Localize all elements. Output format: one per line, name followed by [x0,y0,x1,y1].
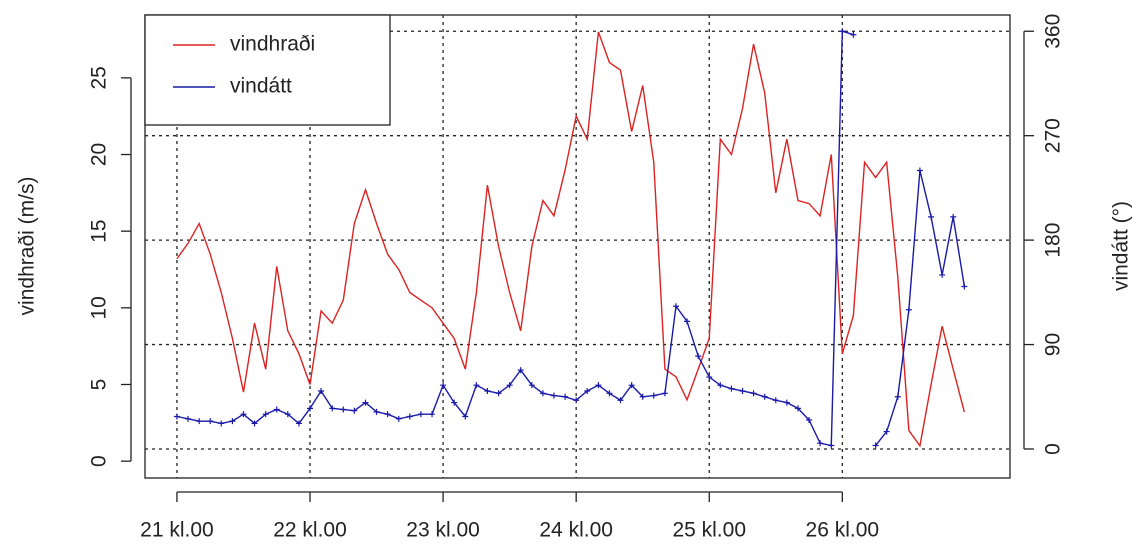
point-marker [273,406,280,413]
point-marker [728,385,735,392]
point-marker [739,387,746,394]
point-marker [617,397,624,404]
point-marker [650,392,657,399]
point-marker [717,382,724,389]
point-marker [173,413,180,420]
point-marker [384,411,391,418]
point-marker [761,393,768,400]
point-marker [340,406,347,413]
point-marker [916,167,923,174]
series-line [176,31,966,448]
point-marker [928,213,935,220]
point-marker [772,397,779,404]
point-marker [517,367,524,374]
plot-box [144,14,1011,479]
point-marker [883,428,890,435]
legend-box [144,14,391,126]
point-marker [506,382,513,389]
x-tick-label: 25 kl.00 [672,519,746,542]
point-marker [850,31,857,38]
y2-tick-label: 270 [1042,118,1065,153]
y2-axis-label: vindátt (°) [1110,201,1133,291]
point-marker [872,442,879,449]
x-tick-label: 26 kl.00 [806,519,880,542]
point-marker [905,306,912,313]
point-marker [639,393,646,400]
point-marker [584,387,591,394]
point-marker [184,415,191,422]
point-marker [562,393,569,400]
point-marker [251,420,258,427]
y2-tick-label: 360 [1042,14,1065,49]
point-marker [573,397,580,404]
point-marker [550,392,557,399]
point-marker [672,303,679,310]
point-marker [817,440,824,447]
x-tick-label: 24 kl.00 [539,519,613,542]
point-marker [628,382,635,389]
point-marker [961,283,968,290]
point-marker [894,393,901,400]
y2-tick-label: 0 [1042,443,1065,455]
legend-label: vindhraði [230,33,315,56]
point-marker [417,411,424,418]
point-marker [684,318,691,325]
point-marker [528,382,535,389]
y-tick-label: 5 [88,379,111,391]
point-marker [595,382,602,389]
point-marker [362,399,369,406]
point-marker [284,411,291,418]
point-marker [451,399,458,406]
point-marker [207,418,214,425]
y-tick-label: 15 [88,219,111,242]
point-marker [329,405,336,412]
point-marker [406,413,413,420]
point-marker [218,420,225,427]
point-marker [373,408,380,415]
x-tick-label: 23 kl.00 [406,519,480,542]
point-marker [473,382,480,389]
point-marker [839,28,846,35]
point-marker [307,405,314,412]
point-marker [462,413,469,420]
point-marker [783,399,790,406]
point-marker [440,382,447,389]
point-marker [429,411,436,418]
point-marker [229,418,236,425]
point-marker [262,411,269,418]
point-marker [661,390,668,397]
point-marker [939,271,946,278]
point-marker [240,411,247,418]
point-marker [828,442,835,449]
point-marker [495,390,502,397]
point-marker [351,407,358,414]
point-marker [395,415,402,422]
point-marker [750,390,757,397]
point-marker [484,387,491,394]
point-marker [695,353,702,360]
point-marker [196,418,203,425]
point-marker [806,416,813,423]
x-tick-label: 22 kl.00 [273,519,347,542]
y-tick-label: 20 [88,143,111,166]
y2-tick-label: 90 [1042,333,1065,356]
y-tick-label: 25 [88,66,111,89]
point-marker [606,390,613,397]
point-marker [539,390,546,397]
legend-label: vindátt [230,75,292,98]
point-marker [706,374,713,381]
y2-tick-label: 180 [1042,223,1065,258]
y-tick-label: 10 [88,296,111,319]
point-marker [795,405,802,412]
y-tick-label: 0 [88,455,111,467]
point-marker [295,420,302,427]
point-marker [318,387,325,394]
y-axis-label: vindhraði (m/s) [16,177,39,316]
x-tick-label: 21 kl.00 [140,519,214,542]
point-marker [950,213,957,220]
